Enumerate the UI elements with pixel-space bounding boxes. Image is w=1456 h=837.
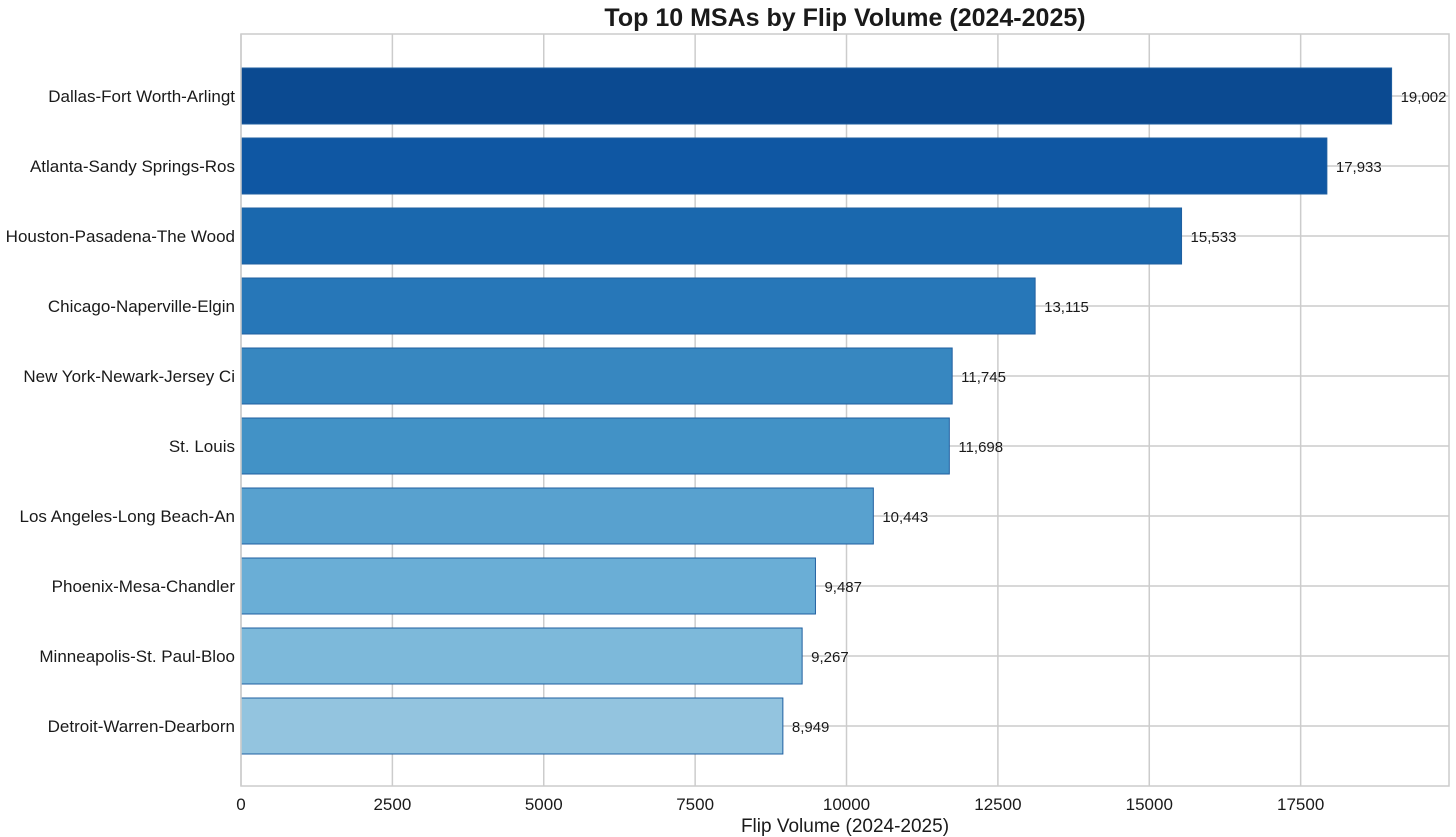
bar (240, 627, 803, 685)
x-tick-label: 12500 (974, 795, 1021, 814)
data-label: 9,267 (811, 649, 849, 666)
category-label: Dallas-Fort Worth-Arlingt (48, 87, 235, 106)
x-tick-label: 0 (236, 795, 245, 814)
data-label: 19,002 (1401, 89, 1447, 106)
bar (240, 417, 950, 475)
category-label: St. Louis (169, 437, 235, 456)
category-label: Los Angeles-Long Beach-An (20, 507, 236, 526)
data-label: 13,115 (1044, 299, 1089, 316)
x-axis-label: Flip Volume (2024-2025) (741, 816, 949, 837)
data-label: 11,698 (958, 439, 1003, 456)
category-label: Chicago-Naperville-Elgin (48, 297, 235, 316)
x-tick-label: 5000 (525, 795, 563, 814)
bars (240, 67, 1393, 755)
bar (240, 557, 816, 615)
category-labels: Dallas-Fort Worth-Arlingt Atlanta-Sandy S… (6, 87, 236, 736)
data-label: 17,933 (1336, 159, 1382, 176)
bar (240, 487, 874, 545)
x-tick-label: 10000 (823, 795, 870, 814)
x-tick-label: 17500 (1277, 795, 1324, 814)
data-label: 15,533 (1191, 229, 1237, 246)
data-labels: 19,002 17,933 15,533 13,115 11,745 11,698 10,4… (792, 89, 1447, 736)
x-tick-label: 2500 (373, 795, 411, 814)
x-tick-label: 15000 (1126, 795, 1173, 814)
data-label: 11,745 (961, 369, 1006, 386)
category-label: Houston-Pasadena-The Wood (6, 227, 235, 246)
data-label: 8,949 (792, 719, 830, 736)
x-tick-labels: 0 2500 5000 7500 10000 12500 15000 17500 (236, 795, 1324, 814)
bar (240, 137, 1328, 195)
category-label: New York-Newark-Jersey Ci (23, 367, 235, 386)
bar (240, 277, 1036, 335)
bar (240, 67, 1393, 125)
category-label: Phoenix-Mesa-Chandler (52, 577, 236, 596)
x-tick-label: 7500 (676, 795, 714, 814)
plot-frame (240, 33, 1450, 787)
category-label: Detroit-Warren-Dearborn (48, 717, 235, 736)
category-label: Minneapolis-St. Paul-Bloo (39, 647, 235, 666)
category-label: Atlanta-Sandy Springs-Ros (30, 157, 235, 176)
bar (240, 347, 953, 405)
chart-title: Top 10 MSAs by Flip Volume (2024-2025) (604, 4, 1085, 32)
data-label: 10,443 (882, 509, 928, 526)
data-label: 9,487 (824, 579, 862, 596)
bar (240, 697, 784, 755)
bar (240, 207, 1183, 265)
